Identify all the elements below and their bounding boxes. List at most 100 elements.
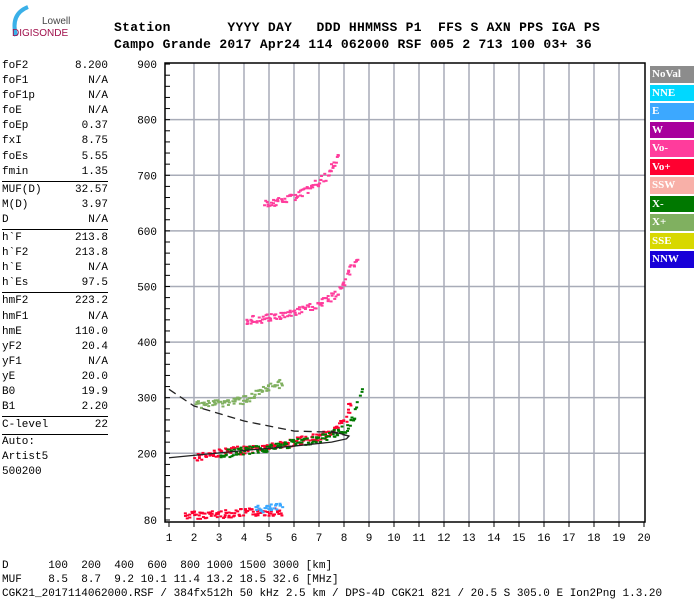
- echo-point: [335, 433, 339, 436]
- param-row: h`F2 213.8: [2, 246, 108, 261]
- echo-point: [340, 422, 344, 425]
- muf-row: MUF 8.5 8.7 9.2 10.1 11.4 13.2 18.5 32.6…: [2, 574, 339, 586]
- echo-point: [219, 450, 223, 453]
- echo-point: [273, 199, 277, 202]
- echo-point: [210, 512, 214, 515]
- echo-point: [293, 199, 297, 202]
- echo-point: [226, 399, 230, 402]
- echo-point: [272, 202, 276, 205]
- echo-point: [306, 191, 310, 194]
- echo-point: [320, 174, 324, 177]
- echo-point: [197, 402, 201, 405]
- echo-point: [296, 441, 300, 444]
- echo-point: [229, 449, 233, 452]
- echo-point: [205, 516, 209, 519]
- echo-point: [254, 514, 258, 517]
- echo-point: [284, 311, 288, 314]
- echo-point: [245, 400, 249, 403]
- echo-point: [300, 195, 304, 198]
- param-value: 20.4: [81, 340, 108, 353]
- y-tick-label: 500: [137, 282, 157, 294]
- param-row: foEp 0.37: [2, 119, 108, 134]
- echo-point: [290, 194, 294, 197]
- echo-point: [219, 400, 223, 403]
- echo-point: [265, 387, 269, 390]
- echo-point: [278, 504, 282, 507]
- echo-point: [185, 514, 189, 517]
- echo-point: [250, 508, 254, 511]
- legend-item-x: X-: [650, 195, 694, 212]
- echo-point: [286, 315, 290, 318]
- echo-point: [246, 447, 250, 450]
- echo-point: [314, 307, 318, 310]
- echo-point: [237, 398, 241, 401]
- param-value: N/A: [88, 262, 108, 275]
- echo-point: [271, 514, 275, 517]
- echo-point: [267, 514, 271, 517]
- x-tick-label: 18: [587, 533, 600, 545]
- echo-point: [239, 451, 243, 454]
- echo-point: [348, 265, 352, 268]
- echo-point: [286, 441, 290, 444]
- echo-point: [233, 446, 237, 449]
- x-tick-label: 14: [487, 533, 501, 545]
- echo-point: [296, 437, 300, 440]
- echo-point: [277, 442, 281, 445]
- echo-point: [334, 161, 338, 164]
- echo-point: [352, 264, 356, 267]
- echo-point: [275, 384, 279, 387]
- echo-point: [295, 439, 299, 442]
- distance-row: D 100 200 400 600 800 1000 1500 3000 [km…: [2, 560, 333, 572]
- echo-point: [265, 389, 269, 392]
- echo-point: [242, 395, 246, 398]
- echo-point: [278, 378, 282, 381]
- echo-point: [227, 511, 231, 514]
- echo-point: [227, 516, 231, 519]
- echo-point: [347, 269, 351, 272]
- echo-point: [274, 442, 278, 445]
- echo-point: [346, 424, 350, 427]
- echo-point: [278, 502, 282, 505]
- echo-point: [232, 448, 236, 451]
- echo-point: [236, 510, 240, 513]
- echo-point: [302, 306, 306, 309]
- echo-point: [324, 433, 328, 436]
- echo-point: [249, 322, 253, 325]
- echo-point: [277, 197, 281, 200]
- echo-point: [214, 402, 218, 405]
- param-value: 2.20: [81, 401, 108, 414]
- param-name: MUF(D): [2, 183, 42, 196]
- echo-point: [233, 512, 237, 515]
- legend-item-sse: SSE: [650, 232, 694, 249]
- echo-point: [259, 511, 263, 514]
- echo-point: [280, 198, 284, 201]
- echo-point: [346, 272, 350, 275]
- profile-curve-dashed: [168, 388, 350, 437]
- echo-point: [221, 402, 225, 405]
- echo-point: [213, 403, 217, 406]
- echo-point: [194, 513, 198, 516]
- echo-point: [217, 401, 221, 404]
- echo-point: [251, 446, 255, 449]
- echo-point: [230, 512, 234, 515]
- echo-point: [207, 405, 211, 408]
- echo-point: [298, 312, 302, 315]
- y-tick-label: 80: [144, 516, 157, 528]
- echo-point: [234, 453, 238, 456]
- x-tick-label: 13: [462, 533, 475, 545]
- echo-point: [274, 204, 278, 207]
- echo-point: [195, 459, 199, 462]
- echo-point: [292, 440, 296, 443]
- echo-point: [327, 431, 331, 434]
- echo-point: [257, 316, 261, 319]
- echo-point: [331, 165, 335, 168]
- echo-point: [284, 443, 288, 446]
- param-name: h`F: [2, 232, 22, 245]
- echo-point: [274, 504, 278, 507]
- echo-point: [223, 514, 227, 517]
- divider: [2, 229, 108, 231]
- echo-point: [261, 315, 265, 318]
- echo-point: [300, 435, 304, 438]
- echo-point: [303, 308, 307, 311]
- echo-point: [257, 392, 261, 395]
